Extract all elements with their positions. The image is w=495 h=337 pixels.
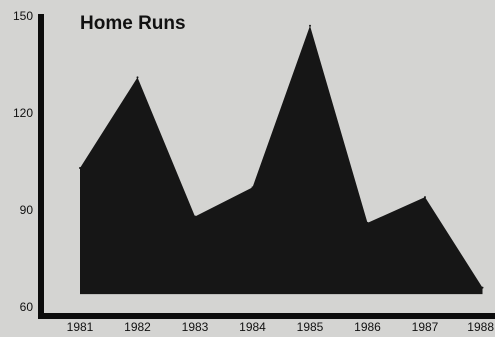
data-point-1981 (79, 166, 81, 169)
data-point-1984 (251, 186, 254, 189)
data-point-1985 (309, 24, 311, 27)
home-runs-area (80, 25, 483, 295)
x-tick-labels: 1981 1982 1983 1984 1985 1986 1987 1988 (67, 320, 495, 334)
y-tick-label: 60 (20, 300, 34, 314)
x-tick-label: 1985 (297, 320, 324, 334)
x-tick-label: 1988 (467, 320, 494, 334)
y-tick-label: 90 (20, 203, 34, 217)
x-tick-label: 1984 (239, 320, 266, 334)
data-point-1982 (136, 76, 139, 79)
y-tick-labels: 60 90 120 150 (13, 9, 33, 314)
y-axis-line (38, 14, 44, 319)
x-tick-label: 1983 (182, 320, 209, 334)
y-tick-label: 120 (13, 106, 33, 120)
data-point-1986 (366, 221, 369, 224)
data-point-1987 (424, 196, 426, 199)
x-tick-label: 1982 (124, 320, 151, 334)
x-tick-label: 1986 (354, 320, 381, 334)
area-layer (79, 24, 484, 295)
chart-title: Home Runs (80, 13, 186, 34)
x-tick-label: 1981 (67, 320, 94, 334)
data-point-1983 (194, 215, 196, 218)
data-point-1988 (481, 286, 484, 289)
x-tick-label: 1987 (412, 320, 439, 334)
y-tick-label: 150 (13, 9, 33, 23)
x-axis-line (38, 313, 495, 319)
